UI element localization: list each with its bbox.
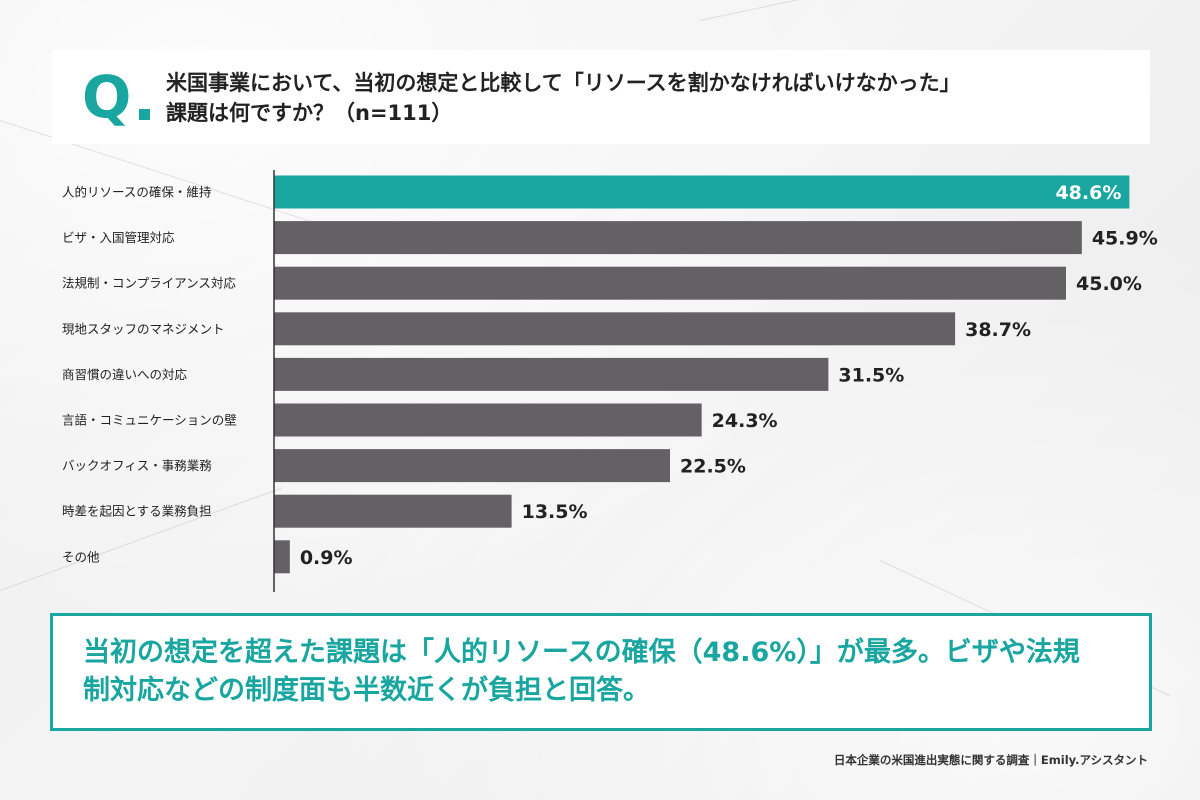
- category-label: 言語・コミュニケーションの壁: [62, 413, 237, 428]
- summary-text: 当初の想定を超えた課題は「人的リソースの確保（48.6%）」が最多。ビザや法規 …: [83, 634, 1133, 710]
- bar: [274, 175, 1130, 209]
- category-label: ビザ・入国管理対応: [62, 230, 175, 245]
- question-mark-letter: Q: [82, 63, 132, 131]
- value-label: 45.9%: [1092, 228, 1158, 250]
- bar: [274, 221, 1082, 255]
- value-label: 31.5%: [838, 364, 904, 386]
- bar: [274, 357, 829, 391]
- bar: [274, 312, 956, 346]
- bar: [274, 540, 290, 574]
- category-label: その他: [62, 549, 100, 564]
- question-line-1: 米国事業において、当初の想定と比較して「リソースを割かなければいけなかった」: [166, 71, 961, 95]
- summary-line-1: 当初の想定を超えた課題は「人的リソースの確保（48.6%）」が最多。ビザや法規: [83, 637, 1080, 668]
- bar: [274, 266, 1066, 300]
- value-label: 22.5%: [680, 456, 746, 478]
- value-label: 48.6%: [1055, 182, 1121, 204]
- question-text: 米国事業において、当初の想定と比較して「リソースを割かなければいけなかった」 課…: [166, 68, 1126, 128]
- value-label: 0.9%: [300, 547, 353, 569]
- bar-chart: 人的リソースの確保・維持 48.6% ビザ・入国管理対応 45.9% 法規制・コンプライ…: [62, 170, 1158, 592]
- category-label: 人的リソースの確保・維持: [62, 185, 211, 200]
- value-label: 13.5%: [522, 501, 588, 523]
- question-line-2: 課題は何ですか？（n=111）: [166, 101, 453, 125]
- bar: [274, 494, 512, 528]
- source-credit: 日本企業の米国進出実態に関する調査｜Emily.アシスタント: [833, 753, 1148, 767]
- category-label: バックオフィス・事務業務: [62, 458, 212, 473]
- summary-line-2: 制対応などの制度面も半数近くが負担と回答。: [83, 675, 650, 706]
- value-label: 38.7%: [965, 319, 1031, 341]
- category-label: 商習慣の違いへの対応: [62, 367, 188, 382]
- category-label: 現地スタッフのマネジメント: [62, 321, 225, 336]
- category-label: 時差を起因とする業務負担: [62, 504, 212, 519]
- bar: [274, 449, 670, 483]
- category-label: 法規制・コンプライアンス対応: [62, 276, 236, 291]
- bar: [274, 403, 702, 437]
- value-label: 24.3%: [712, 410, 778, 432]
- summary-box: 当初の想定を超えた課題は「人的リソースの確保（48.6%）」が最多。ビザや法規 …: [50, 613, 1152, 731]
- value-label: 45.0%: [1076, 273, 1142, 295]
- question-box: Q 米国事業において、当初の想定と比較して「リソースを割かなければいけなかった」…: [52, 50, 1150, 144]
- question-mark-dot: [139, 109, 150, 120]
